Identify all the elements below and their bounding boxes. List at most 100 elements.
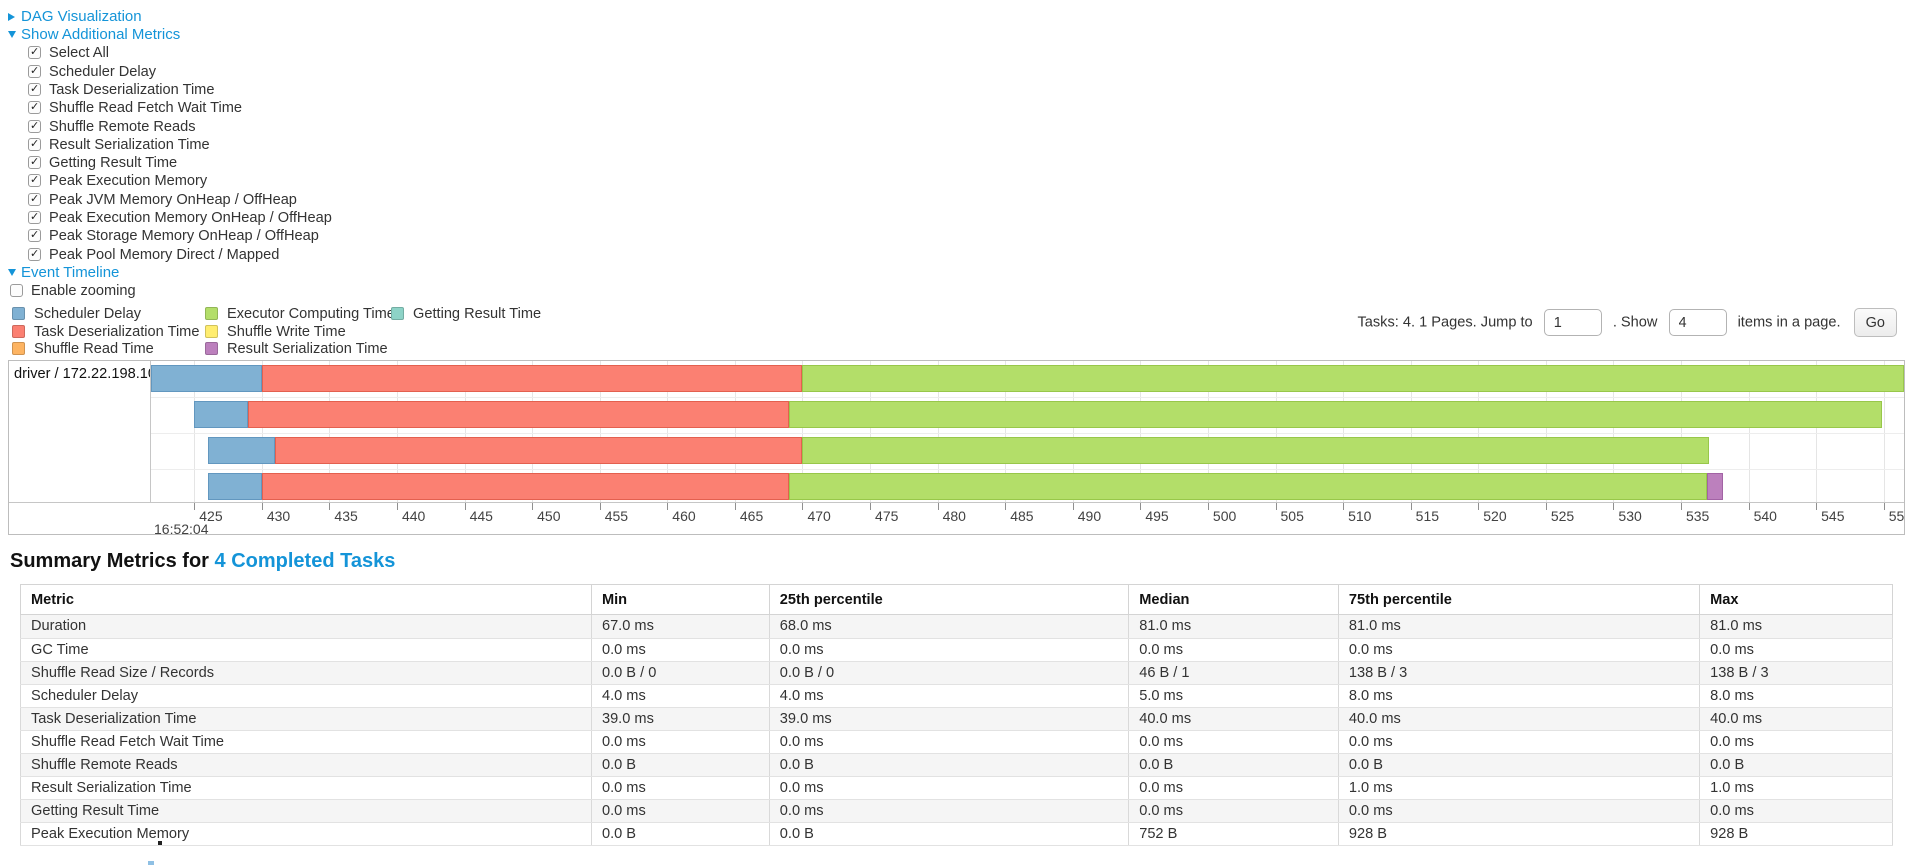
jump-to-page-input[interactable] (1543, 309, 1602, 337)
timeline-bar-segment-executor_computing_time[interactable] (802, 436, 1710, 464)
row-separator (151, 432, 1904, 434)
gridline (1613, 361, 1615, 503)
completed-tasks-link[interactable]: 4 Completed Tasks (214, 550, 396, 573)
metric-value-cell: 0.0 B / 0 (768, 661, 1130, 685)
enable-zooming-checkbox[interactable] (10, 284, 23, 298)
event-timeline-link[interactable]: Event Timeline (21, 263, 120, 281)
gridline (870, 361, 872, 503)
metric-checkbox-row[interactable]: Peak Storage Memory OnHeap / OffHeap (8, 227, 1905, 245)
timeline-bar-segment-scheduler_delay[interactable] (151, 365, 262, 393)
shuffle_write_time-swatch-icon (205, 324, 218, 338)
axis-tick (870, 503, 872, 511)
legend-item: Executor Computing Time (205, 306, 395, 323)
legend-pagination-band: Scheduler Delay Task Deserialization Time… (8, 306, 1905, 360)
axis-tick-label: 445 (469, 508, 493, 525)
metric-value-cell: 4.0 ms (768, 684, 1130, 708)
metric-checkbox-row[interactable]: Getting Result Time (8, 154, 1905, 172)
metric-checkbox[interactable] (28, 137, 41, 151)
executor_computing_time-swatch-icon (205, 307, 218, 321)
axis-tick (194, 503, 196, 511)
axis-tick (599, 503, 601, 511)
go-button[interactable]: Go (1853, 308, 1897, 338)
metric-checkbox-row[interactable]: Peak Execution Memory (8, 172, 1905, 190)
timeline-bar-segment-result_serialization_time[interactable] (1706, 472, 1723, 500)
event-timeline-toggle[interactable]: Event Timeline (8, 264, 1905, 282)
metric-checkbox[interactable] (28, 119, 41, 133)
column-header: Min (590, 584, 770, 616)
legend-label: Shuffle Read Time (34, 340, 154, 357)
timeline-bar-segment-task_deserialization_time[interactable] (275, 436, 803, 464)
show-additional-metrics-toggle[interactable]: Show Additional Metrics (8, 26, 1905, 44)
timeline-bar-segment-executor_computing_time[interactable] (802, 365, 1904, 393)
metric-checkbox-row[interactable]: Select All (8, 44, 1905, 62)
metric-checkbox-row[interactable]: Shuffle Read Fetch Wait Time (8, 99, 1905, 117)
dag-visualization-toggle[interactable]: DAG Visualization (8, 8, 1905, 26)
metric-name-cell: Shuffle Read Fetch Wait Time (20, 730, 592, 754)
metric-checkbox-row[interactable]: Peak JVM Memory OnHeap / OffHeap (8, 191, 1905, 209)
enable-zooming-row[interactable]: Enable zooming (8, 282, 1905, 300)
axis-tick-label: 530 (1618, 508, 1642, 525)
metric-value-cell: 68.0 ms (768, 614, 1130, 639)
metric-checkbox[interactable] (28, 101, 41, 115)
metric-value-cell: 0.0 ms (590, 776, 770, 801)
timeline-bar-segment-executor_computing_time[interactable] (788, 472, 1707, 500)
metric-checkbox[interactable] (28, 46, 41, 60)
timeline-bar-segment-executor_computing_time[interactable] (788, 401, 1883, 429)
timeline-bar-segment-task_deserialization_time[interactable] (261, 472, 789, 500)
column-header: 75th percentile (1337, 584, 1701, 616)
metric-value-cell: 4.0 ms (590, 684, 770, 708)
metric-checkbox-row[interactable]: Peak Execution Memory OnHeap / OffHeap (8, 209, 1905, 227)
getting_result_time-swatch-icon (391, 307, 404, 321)
metric-checkbox[interactable] (28, 229, 41, 243)
axis-tick-label: 515 (1415, 508, 1440, 525)
gridline (261, 361, 263, 503)
metric-value-cell: 0.0 ms (1337, 638, 1701, 662)
metric-checkbox[interactable] (28, 82, 41, 96)
timeline-bar-segment-scheduler_delay[interactable] (194, 401, 249, 429)
gridline (802, 361, 804, 503)
gridline (464, 361, 466, 503)
table-row: Shuffle Remote Reads 0.0 B 0.0 B 0.0 B 0.0 B… (20, 753, 1893, 778)
metric-value-cell: 0.0 ms (1128, 638, 1339, 662)
axis-tick (1140, 503, 1142, 511)
legend-label: Result Serialization Time (227, 340, 388, 357)
show-additional-metrics-link[interactable]: Show Additional Metrics (21, 26, 181, 44)
axis-tick-label: 525 (1550, 508, 1575, 525)
metric-checkbox-row[interactable]: Task Deserialization Time (8, 81, 1905, 99)
metric-checkbox-row[interactable]: Result Serialization Time (8, 136, 1905, 154)
timeline-bar-segment-task_deserialization_time[interactable] (248, 401, 789, 429)
metric-checkbox-row[interactable]: Scheduler Delay (8, 63, 1905, 81)
metric-checkbox[interactable] (28, 64, 41, 78)
metric-checkbox-label: Result Serialization Time (49, 136, 210, 153)
timeline-bar-segment-task_deserialization_time[interactable] (261, 365, 803, 393)
column-header: Metric (20, 584, 592, 616)
metric-checkbox-row[interactable]: Shuffle Remote Reads (8, 118, 1905, 136)
timeline-bar-segment-scheduler_delay[interactable] (207, 472, 262, 500)
dag-visualization-link[interactable]: DAG Visualization (21, 8, 142, 25)
metric-value-cell: 0.0 ms (1128, 799, 1339, 824)
metric-checkbox[interactable] (28, 192, 41, 206)
metric-value-cell: 0.0 ms (768, 799, 1130, 824)
executor-group-label: driver / 172.22.198.104 (14, 366, 150, 383)
timeline-bar-segment-scheduler_delay[interactable] (207, 436, 276, 464)
metric-checkbox[interactable] (28, 211, 41, 225)
row-separator (151, 468, 1904, 470)
gridline (396, 361, 398, 503)
axis-tick (1343, 503, 1345, 511)
gridline (667, 361, 669, 503)
metric-checkbox-row[interactable]: Peak Pool Memory Direct / Mapped (8, 246, 1905, 264)
gridline (532, 361, 534, 503)
metric-checkbox[interactable] (28, 174, 41, 188)
enable-zooming-label: Enable zooming (31, 283, 136, 300)
axis-tick (464, 503, 466, 511)
metric-name-cell: GC Time (20, 638, 592, 662)
items-per-page-input[interactable] (1668, 309, 1727, 337)
table-row: Duration 67.0 ms 68.0 ms 81.0 ms 81.0 ms 81.0… (20, 614, 1893, 639)
metric-value-cell: 8.0 ms (1337, 684, 1701, 708)
axis-tick (1072, 503, 1074, 511)
metric-checkbox[interactable] (28, 247, 41, 261)
metric-value-cell: 138 B / 3 (1699, 661, 1893, 685)
metric-checkbox[interactable] (28, 156, 41, 170)
row-separator (151, 397, 1904, 399)
